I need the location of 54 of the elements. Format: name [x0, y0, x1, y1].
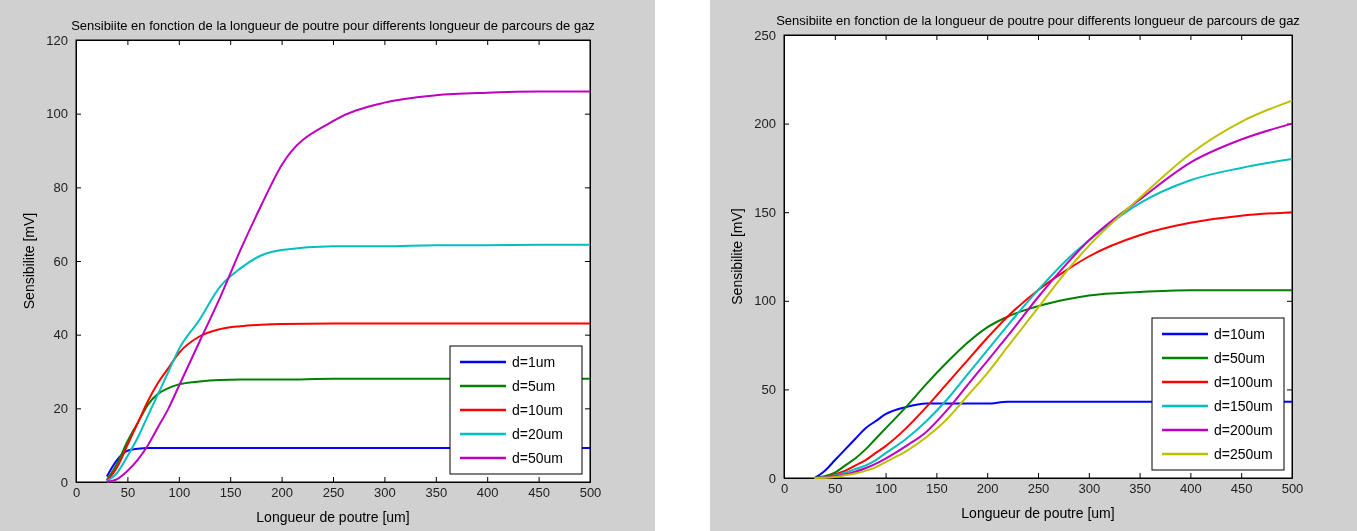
legend-label: d=150um	[1214, 398, 1273, 414]
y-tick-label: 50	[761, 382, 776, 398]
legend-label: d=5um	[512, 378, 556, 394]
x-tick-label: 150	[219, 485, 242, 501]
y-tick-label: 120	[46, 32, 68, 48]
y-tick-label: 40	[53, 327, 68, 343]
y-tick-label: 150	[754, 204, 776, 220]
line-series	[105, 90, 591, 483]
legend-label: d=50um	[1214, 350, 1265, 366]
x-tick-label: 250	[322, 485, 345, 501]
x-tick-label: 500	[1281, 481, 1304, 497]
x-tick-label: 50	[120, 485, 136, 501]
chart-title: Sensibiite en fonction de la longueur de poutre pour differents longueur de parcours de gaz	[71, 18, 595, 33]
y-tick-label: 200	[754, 116, 776, 132]
y-tick-label: 100	[754, 293, 776, 309]
x-tick-label: 450	[1230, 481, 1253, 497]
legend-label: d=10um	[1214, 326, 1265, 342]
x-tick-label: 0	[780, 481, 789, 497]
y-tick-label: 80	[53, 179, 68, 195]
y-tick-label: 60	[53, 253, 68, 269]
x-tick-label: 400	[1180, 481, 1202, 497]
chart-title: Sensibiite en fonction de la longueur de poutre pour differents longueur de parcours de gaz	[776, 13, 1300, 28]
legend-label: d=100um	[1214, 374, 1273, 390]
y-tick-label: 0	[768, 470, 776, 486]
legend-label: d=20um	[512, 426, 563, 442]
legend-label: d=200um	[1214, 422, 1273, 438]
x-tick-label: 0	[72, 485, 81, 501]
x-tick-label: 450	[528, 485, 550, 501]
x-tick-label: 350	[425, 485, 448, 501]
legend-label: d=10um	[512, 402, 563, 418]
x-tick-label: 50	[828, 481, 843, 497]
x-tick-label: 100	[168, 485, 191, 501]
y-axis-title: Sensibilite [mV]	[21, 212, 37, 310]
y-tick-label: 100	[46, 106, 68, 122]
x-tick-label: 350	[1129, 481, 1151, 497]
x-tick-label: 150	[926, 481, 948, 497]
y-tick-label: 20	[53, 400, 68, 416]
y-tick-label: 250	[754, 27, 776, 43]
legend-label: d=50um	[512, 450, 563, 466]
line-series	[105, 322, 591, 482]
x-tick-label: 250	[1027, 481, 1050, 497]
x-tick-label: 400	[476, 485, 499, 501]
legend-label: d=250um	[1214, 446, 1273, 462]
x-tick-label: 200	[271, 485, 293, 501]
x-tick-label: 300	[1078, 481, 1101, 497]
x-axis-title: Longueur de poutre [um]	[256, 509, 410, 525]
line-series	[105, 243, 591, 483]
x-axis-title: Longueur de poutre [um]	[961, 505, 1115, 521]
y-axis-title: Sensibilite [mV]	[729, 208, 745, 305]
x-tick-label: 200	[976, 481, 999, 497]
x-tick-label: 500	[579, 485, 602, 501]
x-tick-label: 300	[374, 485, 396, 501]
legend-label: d=1um	[512, 354, 556, 370]
x-tick-label: 100	[875, 481, 897, 497]
